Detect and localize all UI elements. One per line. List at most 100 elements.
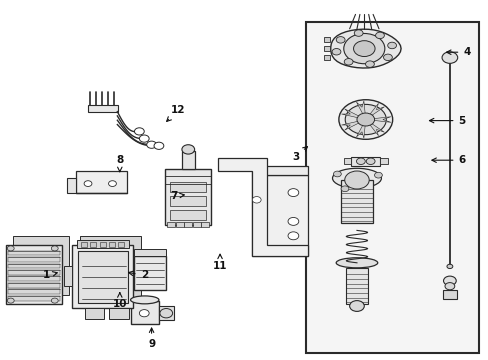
Bar — [109, 242, 115, 247]
Circle shape — [139, 135, 149, 142]
Bar — [176, 222, 183, 227]
Bar — [8, 283, 60, 288]
Polygon shape — [341, 109, 365, 120]
Text: 1: 1 — [43, 270, 57, 280]
Bar — [324, 37, 329, 42]
Text: 8: 8 — [116, 155, 123, 172]
Bar — [442, 290, 456, 299]
Bar — [164, 169, 211, 225]
Ellipse shape — [130, 296, 159, 304]
Bar — [8, 276, 60, 281]
Circle shape — [84, 181, 92, 186]
Circle shape — [146, 141, 156, 148]
Text: 11: 11 — [212, 254, 227, 271]
Bar — [192, 222, 201, 227]
Circle shape — [374, 172, 382, 178]
Bar — [118, 242, 124, 247]
Bar — [81, 242, 87, 247]
Circle shape — [353, 30, 362, 36]
Circle shape — [287, 217, 298, 225]
Circle shape — [344, 171, 368, 189]
Circle shape — [444, 283, 454, 290]
Circle shape — [441, 52, 457, 63]
Polygon shape — [365, 117, 390, 122]
Bar — [130, 301, 159, 324]
Bar — [169, 182, 206, 192]
Bar — [167, 222, 175, 227]
Circle shape — [443, 276, 455, 285]
Circle shape — [356, 158, 365, 165]
Text: 2: 2 — [128, 270, 147, 280]
Text: 4: 4 — [446, 47, 470, 57]
Polygon shape — [365, 120, 384, 136]
Circle shape — [366, 158, 374, 165]
Bar — [251, 175, 307, 256]
Bar — [8, 289, 60, 294]
Circle shape — [287, 232, 298, 240]
Text: 12: 12 — [166, 105, 185, 121]
Bar — [159, 306, 173, 320]
Polygon shape — [356, 120, 365, 138]
Circle shape — [446, 264, 452, 269]
Circle shape — [7, 246, 14, 251]
Bar — [134, 256, 166, 290]
Bar — [134, 249, 166, 256]
Circle shape — [333, 171, 341, 177]
Circle shape — [51, 246, 58, 251]
Bar — [76, 171, 127, 193]
Bar — [169, 196, 206, 206]
Circle shape — [139, 310, 149, 317]
Text: 10: 10 — [112, 293, 127, 309]
Bar — [346, 268, 367, 304]
Bar — [90, 242, 96, 247]
Circle shape — [7, 298, 14, 303]
Bar — [380, 158, 387, 164]
Ellipse shape — [332, 168, 381, 188]
Bar — [80, 236, 141, 299]
Bar — [350, 157, 380, 166]
Bar — [84, 308, 104, 319]
Circle shape — [343, 33, 384, 64]
Circle shape — [331, 49, 340, 55]
Bar — [13, 236, 69, 295]
Circle shape — [387, 42, 396, 49]
Bar — [341, 180, 372, 223]
Polygon shape — [330, 29, 400, 68]
Polygon shape — [365, 103, 384, 120]
Bar — [8, 257, 60, 262]
Circle shape — [375, 32, 384, 39]
Circle shape — [287, 189, 298, 197]
Bar — [201, 222, 209, 227]
Bar — [8, 296, 60, 301]
Bar — [72, 245, 133, 308]
Bar — [77, 240, 128, 248]
Bar — [324, 55, 329, 60]
Bar — [100, 242, 105, 247]
Bar — [184, 222, 192, 227]
Circle shape — [336, 37, 345, 43]
Circle shape — [252, 197, 261, 203]
Circle shape — [108, 181, 116, 186]
Circle shape — [338, 100, 392, 139]
Bar — [305, 22, 478, 353]
Polygon shape — [217, 158, 307, 256]
Circle shape — [345, 104, 386, 135]
Circle shape — [134, 128, 144, 135]
Polygon shape — [341, 120, 365, 130]
Circle shape — [349, 301, 364, 311]
Bar — [8, 251, 60, 255]
Bar — [78, 251, 127, 303]
Circle shape — [344, 59, 352, 65]
Circle shape — [182, 145, 194, 154]
Bar — [343, 158, 350, 164]
Polygon shape — [356, 101, 365, 120]
Text: 3: 3 — [292, 147, 307, 162]
Text: 5: 5 — [428, 116, 465, 126]
Circle shape — [356, 113, 374, 126]
Bar — [182, 151, 194, 169]
Bar — [8, 264, 60, 268]
Circle shape — [383, 54, 391, 60]
Circle shape — [160, 309, 172, 318]
Bar — [169, 210, 206, 220]
Polygon shape — [67, 178, 76, 193]
